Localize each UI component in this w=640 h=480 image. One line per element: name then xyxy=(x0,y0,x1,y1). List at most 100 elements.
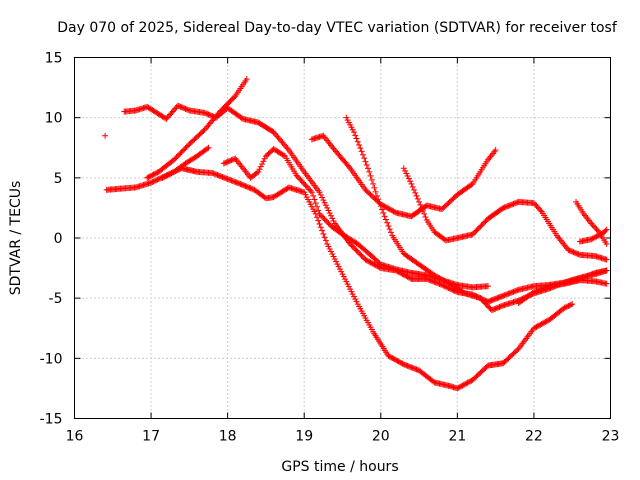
data-point xyxy=(398,359,405,366)
data-point xyxy=(541,285,548,292)
series-track-h xyxy=(400,165,610,263)
data-point xyxy=(414,195,421,202)
data-point xyxy=(177,150,184,157)
data-point xyxy=(488,307,495,314)
data-point xyxy=(458,383,465,390)
data-point xyxy=(590,270,597,277)
data-point xyxy=(181,105,188,112)
data-point xyxy=(439,276,446,283)
data-point xyxy=(533,323,540,330)
data-point xyxy=(153,170,160,177)
data-point xyxy=(164,114,171,121)
data-point xyxy=(209,170,216,177)
data-point xyxy=(299,179,306,186)
data-point xyxy=(408,180,415,187)
data-point xyxy=(390,208,397,215)
data-point xyxy=(336,266,343,273)
data-point xyxy=(228,177,235,184)
data-point xyxy=(168,109,175,116)
x-tick-label: 18 xyxy=(219,429,237,445)
data-point xyxy=(250,186,257,193)
data-point xyxy=(214,172,221,179)
data-point xyxy=(370,260,377,267)
data-point xyxy=(160,174,167,181)
data-point xyxy=(164,172,171,179)
data-point xyxy=(371,184,378,191)
data-point xyxy=(322,202,329,209)
data-point xyxy=(396,359,403,366)
data-point xyxy=(200,127,207,134)
data-point xyxy=(596,232,603,239)
data-point xyxy=(421,210,428,217)
data-point xyxy=(176,103,183,110)
data-point xyxy=(185,142,192,149)
data-point xyxy=(358,252,365,259)
data-point xyxy=(185,106,192,113)
data-point xyxy=(315,207,322,214)
data-point xyxy=(373,262,380,269)
data-point xyxy=(297,176,304,183)
data-point xyxy=(533,288,540,295)
data-point xyxy=(440,282,447,289)
data-point xyxy=(476,224,483,231)
data-point xyxy=(534,204,541,211)
data-point xyxy=(496,303,503,310)
data-point xyxy=(145,174,152,181)
data-point xyxy=(227,177,234,184)
data-point xyxy=(431,272,438,279)
data-point xyxy=(402,167,409,174)
data-point xyxy=(102,132,109,139)
data-point xyxy=(229,178,236,185)
data-point xyxy=(317,212,324,219)
data-point xyxy=(603,256,610,263)
data-point xyxy=(514,287,521,294)
data-point xyxy=(514,346,521,353)
data-point xyxy=(470,230,477,237)
data-point xyxy=(325,207,332,214)
data-point xyxy=(505,202,512,209)
data-point xyxy=(162,173,169,180)
data-point xyxy=(436,275,443,282)
data-point xyxy=(511,288,518,295)
data-point xyxy=(206,111,213,118)
data-point xyxy=(589,270,596,277)
y-tick-label: 5 xyxy=(54,171,63,187)
data-point xyxy=(381,213,388,220)
x-tick-label: 21 xyxy=(448,429,466,445)
data-point xyxy=(542,318,549,325)
data-point xyxy=(474,226,481,233)
data-point xyxy=(370,180,377,187)
data-point xyxy=(530,200,537,207)
data-point xyxy=(478,222,485,229)
data-point xyxy=(372,262,379,269)
data-point xyxy=(302,182,309,189)
data-point xyxy=(176,151,183,158)
data-point xyxy=(167,170,174,177)
data-point xyxy=(367,172,374,179)
data-point xyxy=(506,290,513,297)
data-point xyxy=(356,141,363,148)
x-tick-label: 19 xyxy=(295,429,313,445)
data-point xyxy=(484,283,491,290)
data-point xyxy=(311,196,318,203)
data-point xyxy=(169,108,176,115)
data-point xyxy=(479,220,486,227)
data-point xyxy=(592,234,599,241)
data-point xyxy=(371,261,378,268)
data-point xyxy=(316,189,323,196)
data-point xyxy=(178,104,185,111)
data-point xyxy=(328,212,335,219)
series-track-a xyxy=(103,165,576,392)
data-point xyxy=(491,306,498,313)
data-point xyxy=(317,191,324,198)
y-tick-label: -10 xyxy=(40,351,63,367)
data-point xyxy=(163,115,170,122)
data-point xyxy=(316,220,323,227)
data-point xyxy=(165,171,172,178)
data-point xyxy=(433,273,440,280)
plot-frame xyxy=(74,57,611,419)
data-point xyxy=(467,378,474,385)
data-point xyxy=(325,220,332,227)
data-point xyxy=(532,324,539,331)
data-point xyxy=(319,213,326,220)
